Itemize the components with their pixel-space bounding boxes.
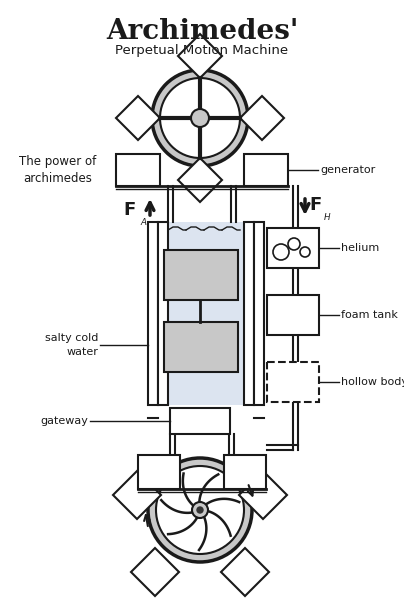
Polygon shape (221, 548, 269, 596)
Bar (158, 222, 168, 405)
Text: foam tank: foam tank (341, 310, 398, 320)
Text: $_H$: $_H$ (323, 210, 331, 223)
Text: gateway: gateway (40, 416, 88, 426)
Bar (164, 322, 238, 372)
Polygon shape (116, 96, 160, 140)
Bar (158, 222, 244, 405)
Circle shape (273, 244, 289, 260)
Polygon shape (113, 471, 161, 519)
Text: salty cold
water: salty cold water (44, 334, 98, 357)
Bar (170, 408, 230, 434)
Polygon shape (178, 34, 222, 78)
Text: $_A$: $_A$ (140, 215, 148, 228)
Polygon shape (178, 158, 222, 202)
Text: Archimedes': Archimedes' (106, 18, 298, 45)
Text: $\mathbf{F}$: $\mathbf{F}$ (309, 196, 322, 214)
Bar (267, 295, 319, 335)
Circle shape (156, 466, 244, 554)
Bar (224, 455, 266, 489)
Text: $\mathbf{F}$: $\mathbf{F}$ (123, 201, 136, 219)
Text: Perpetual Motion Machine: Perpetual Motion Machine (116, 44, 288, 57)
Bar (148, 222, 158, 405)
Circle shape (288, 238, 300, 250)
Polygon shape (131, 548, 179, 596)
Circle shape (192, 502, 208, 518)
Bar (164, 250, 238, 300)
Circle shape (300, 247, 310, 257)
Text: hollow body: hollow body (341, 377, 404, 387)
Circle shape (152, 70, 248, 166)
Circle shape (191, 109, 209, 127)
Bar (267, 228, 319, 268)
Bar (267, 362, 319, 402)
Bar (244, 154, 288, 186)
Text: generator: generator (320, 165, 375, 175)
Bar (116, 154, 160, 186)
Polygon shape (240, 96, 284, 140)
Circle shape (160, 78, 240, 158)
Bar (244, 222, 254, 405)
Circle shape (148, 458, 252, 562)
Polygon shape (239, 471, 287, 519)
Text: helium: helium (341, 243, 379, 253)
Bar (254, 222, 264, 405)
Bar (138, 455, 180, 489)
Text: The power of
archimedes: The power of archimedes (19, 155, 97, 185)
Circle shape (197, 507, 203, 513)
